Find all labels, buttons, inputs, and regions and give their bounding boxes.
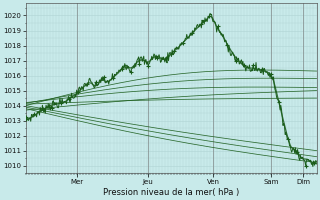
X-axis label: Pression niveau de la mer( hPa ): Pression niveau de la mer( hPa ) (103, 188, 239, 197)
